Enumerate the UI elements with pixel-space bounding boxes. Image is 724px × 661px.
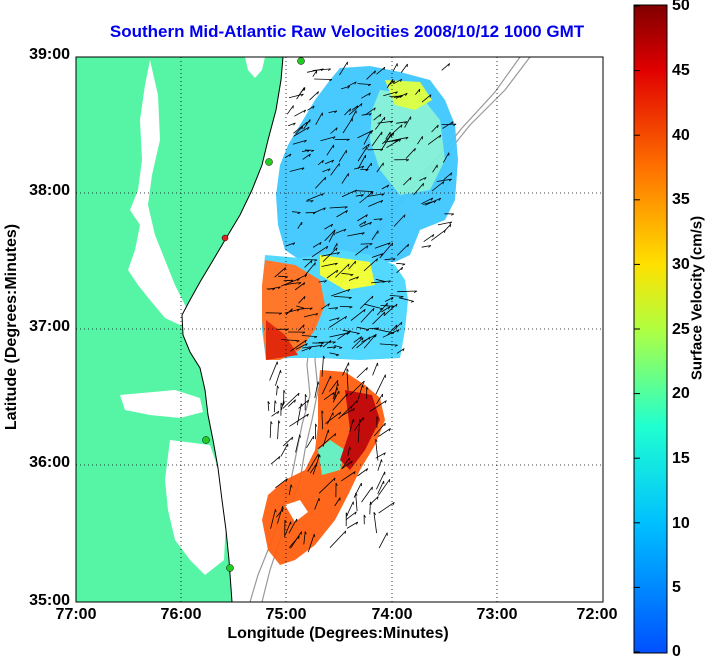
colorbar-tick-label: 10 [672,515,690,533]
x-tick-label: 77:00 [56,606,97,624]
x-tick-label: 75:00 [266,606,307,624]
velocity-arrow [442,124,457,125]
colorbar-tick-label: 25 [672,321,690,339]
y-tick-label: 38:00 [0,182,70,200]
colorbar-tick-label: 45 [672,62,690,80]
x-tick-label: 72:00 [577,606,618,624]
velocity-arrow-head [337,387,338,390]
colorbar-tick-label: 50 [672,0,690,15]
colorbar-tick-label: 35 [672,191,690,209]
colorbar-tick-label: 0 [672,643,681,661]
station-marker [203,437,210,444]
station-marker [222,235,228,241]
velocity-arrow-head [419,89,420,92]
velocity-arrow-head [282,509,283,512]
colorbar-tick-label: 5 [672,579,681,597]
velocity-arrow [314,79,332,80]
velocity-arrow-head [384,117,385,120]
station-marker [298,58,305,65]
y-tick-label: 36:00 [0,454,70,472]
x-tick-label: 74:00 [372,606,413,624]
station-marker [266,159,273,166]
y-axis-label: Latitude (Degrees:Minutes) [3,224,21,430]
station-marker [227,565,234,572]
velocity-arrow [319,342,336,343]
colorbar-tick-label: 30 [672,256,690,274]
velocity-arrow [361,244,373,245]
colorbar-tick-label: 40 [672,127,690,145]
x-tick-label: 76:00 [161,606,202,624]
colorbar-label: Surface Velocity (cm/s) [689,216,706,380]
x-tick-label: 73:00 [477,606,518,624]
velocity-arrow-head [328,430,329,433]
colorbar-tick-label: 15 [672,450,690,468]
x-axis-label: Longitude (Degrees:Minutes) [227,625,448,643]
y-tick-label: 39:00 [0,46,70,64]
colorbar-tick-label: 20 [672,385,690,403]
